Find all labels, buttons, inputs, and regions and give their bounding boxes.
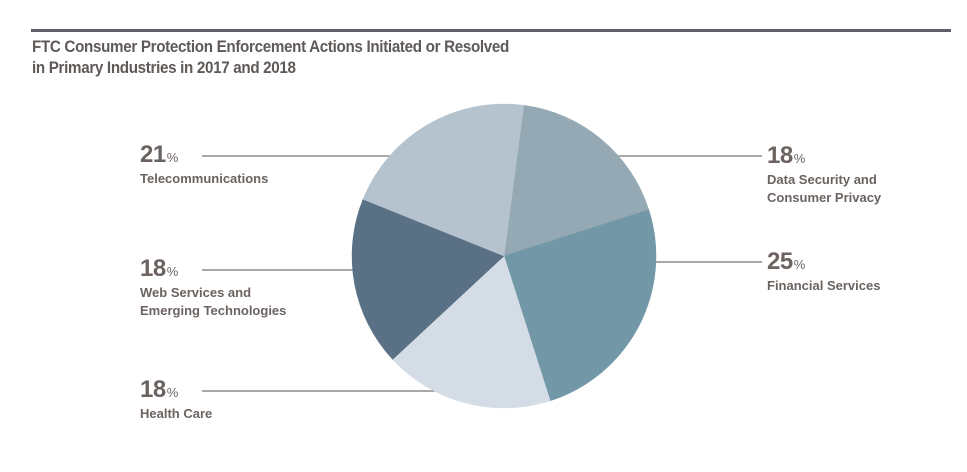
slice-percent: 18% [767, 144, 881, 171]
slice-value: 18 [140, 376, 166, 403]
label-telecommunications: 21% Telecommunications [140, 143, 268, 188]
slice-label: Financial Services [767, 278, 881, 293]
pie-slice-health-care [392, 255, 551, 409]
slice-value: 21 [140, 141, 166, 168]
pie-slice-telecommunications [362, 103, 525, 257]
slice-value: 18 [140, 255, 166, 282]
percent-sign: % [166, 150, 179, 165]
slice-percent: 18% [140, 257, 286, 284]
slice-label-line-2: Consumer Privacy [767, 190, 882, 205]
slice-label-line-1: Web Services and [140, 285, 252, 300]
pie-slice-data-security-and-consumer-privacy [503, 105, 650, 257]
label-financial-services: 25% Financial Services [767, 250, 880, 295]
slice-label-line-2: Emerging Technologies [140, 303, 287, 318]
pie-slice-web-services-and-emerging-technologies [351, 198, 505, 360]
slice-percent: 25% [767, 250, 880, 277]
label-health-care: 18% Health Care [140, 378, 212, 423]
pie-slice-financial-services [503, 209, 657, 402]
chart-title-line-1: FTC Consumer Protection Enforcement Acti… [32, 38, 509, 56]
percent-sign: % [793, 257, 806, 272]
slice-label: Telecommunications [140, 171, 269, 186]
slice-percent: 18% [140, 378, 212, 405]
percent-sign: % [166, 264, 179, 279]
percent-sign: % [793, 151, 806, 166]
chart-title-line-2: in Primary Industries in 2017 and 2018 [32, 59, 296, 77]
slice-label: Health Care [140, 406, 213, 421]
percent-sign: % [166, 385, 179, 400]
slice-label-line-1: Data Security and [767, 172, 877, 187]
label-web-services: 18% Web Services and Emerging Technologi… [140, 257, 286, 320]
label-data-security: 18% Data Security and Consumer Privacy [767, 144, 881, 207]
slice-value: 18 [767, 142, 793, 169]
chart-title: FTC Consumer Protection Enforcement Acti… [32, 37, 509, 79]
slice-value: 25 [767, 248, 793, 275]
slice-percent: 21% [140, 143, 268, 170]
top-rule [31, 29, 951, 32]
